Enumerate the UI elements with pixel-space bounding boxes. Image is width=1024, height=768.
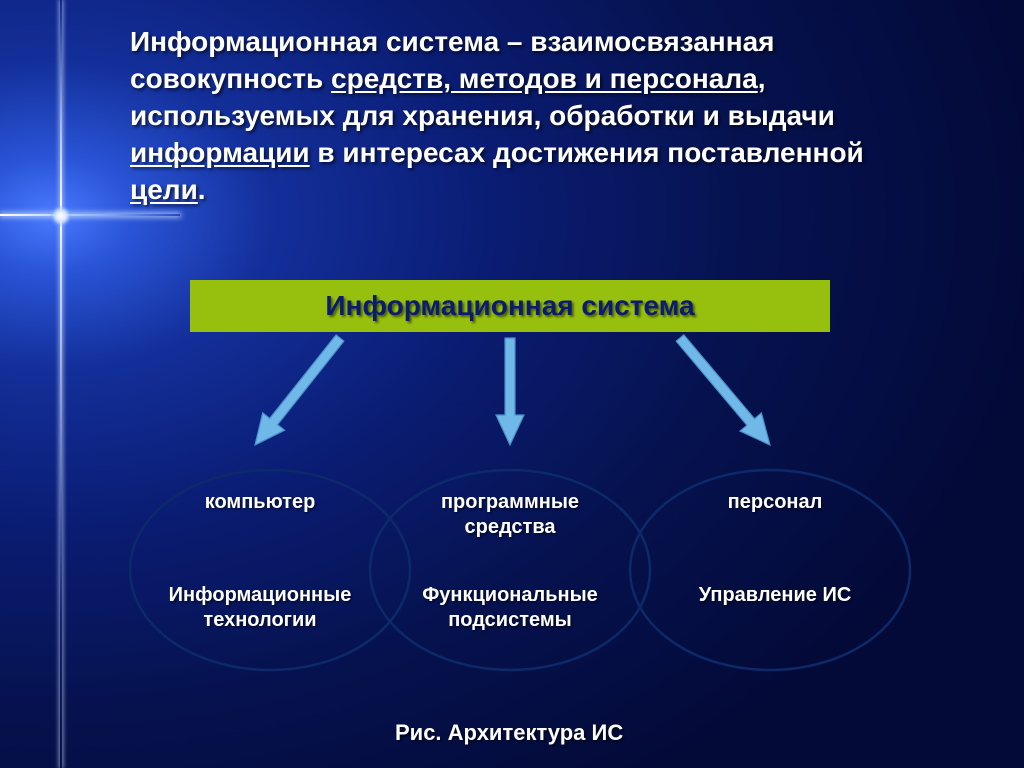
node-bottom-label: Функциональные подсистемы <box>395 583 625 633</box>
node-top-label: компьютер <box>145 490 375 515</box>
node-bottom-label: Управление ИС <box>660 583 890 608</box>
figure-caption-text: Рис. Архитектура ИС <box>395 720 623 745</box>
node-bottom-label: Информационные технологии <box>145 583 375 633</box>
node-top-label: программные средства <box>395 490 625 540</box>
arrow-icon <box>255 335 344 445</box>
diagram-svg-layer <box>0 0 1024 768</box>
figure-caption: Рис. Архитектура ИС <box>395 720 623 746</box>
arrows-group <box>255 335 770 445</box>
node-top-label: персонал <box>660 490 890 515</box>
arrow-icon <box>496 338 524 445</box>
arrow-icon <box>676 335 770 445</box>
